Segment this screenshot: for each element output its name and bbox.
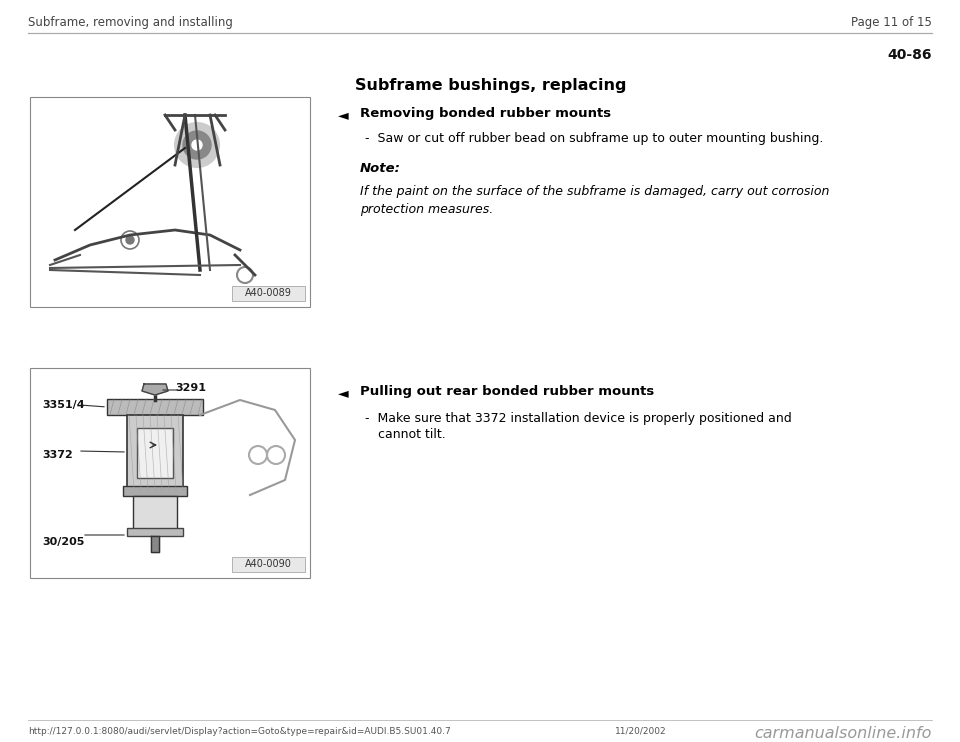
- Polygon shape: [151, 536, 159, 552]
- FancyBboxPatch shape: [30, 368, 310, 578]
- Text: Page 11 of 15: Page 11 of 15: [852, 16, 932, 29]
- Text: carmanualsonline.info: carmanualsonline.info: [755, 726, 932, 741]
- FancyBboxPatch shape: [232, 286, 305, 301]
- Text: A40-0089: A40-0089: [245, 288, 292, 298]
- Text: Note:: Note:: [360, 162, 401, 175]
- FancyBboxPatch shape: [107, 399, 203, 415]
- Text: Pulling out rear bonded rubber mounts: Pulling out rear bonded rubber mounts: [360, 385, 655, 398]
- Polygon shape: [142, 384, 168, 395]
- Text: http://127.0.0.1:8080/audi/servlet/Display?action=Goto&type=repair&id=AUDI.B5.SU: http://127.0.0.1:8080/audi/servlet/Displ…: [28, 727, 451, 736]
- Circle shape: [126, 236, 134, 244]
- Text: 40-86: 40-86: [887, 48, 932, 62]
- Text: 11/20/2002: 11/20/2002: [615, 727, 666, 736]
- Circle shape: [192, 140, 202, 150]
- FancyBboxPatch shape: [123, 486, 187, 496]
- Text: ◄: ◄: [338, 386, 348, 400]
- Text: Subframe bushings, replacing: Subframe bushings, replacing: [355, 78, 627, 93]
- Text: 3372: 3372: [42, 450, 73, 460]
- FancyBboxPatch shape: [137, 428, 173, 478]
- Text: Subframe, removing and installing: Subframe, removing and installing: [28, 16, 233, 29]
- Circle shape: [183, 131, 211, 159]
- FancyBboxPatch shape: [127, 528, 183, 536]
- Text: Removing bonded rubber mounts: Removing bonded rubber mounts: [360, 107, 612, 120]
- Circle shape: [175, 123, 219, 167]
- Text: 3291: 3291: [175, 383, 206, 393]
- Text: If the paint on the surface of the subframe is damaged, carry out corrosion
prot: If the paint on the surface of the subfr…: [360, 185, 829, 216]
- Text: A40-0090: A40-0090: [245, 559, 292, 569]
- FancyBboxPatch shape: [133, 496, 177, 530]
- FancyBboxPatch shape: [30, 97, 310, 307]
- Text: -  Make sure that 3372 installation device is properly positioned and: - Make sure that 3372 installation devic…: [365, 412, 792, 425]
- Text: 3351/4: 3351/4: [42, 400, 84, 410]
- FancyBboxPatch shape: [232, 557, 305, 572]
- Text: 30/205: 30/205: [42, 537, 84, 547]
- Text: cannot tilt.: cannot tilt.: [378, 428, 445, 441]
- Text: -  Saw or cut off rubber bead on subframe up to outer mounting bushing.: - Saw or cut off rubber bead on subframe…: [365, 132, 824, 145]
- FancyBboxPatch shape: [127, 415, 183, 490]
- Text: ◄: ◄: [338, 108, 348, 122]
